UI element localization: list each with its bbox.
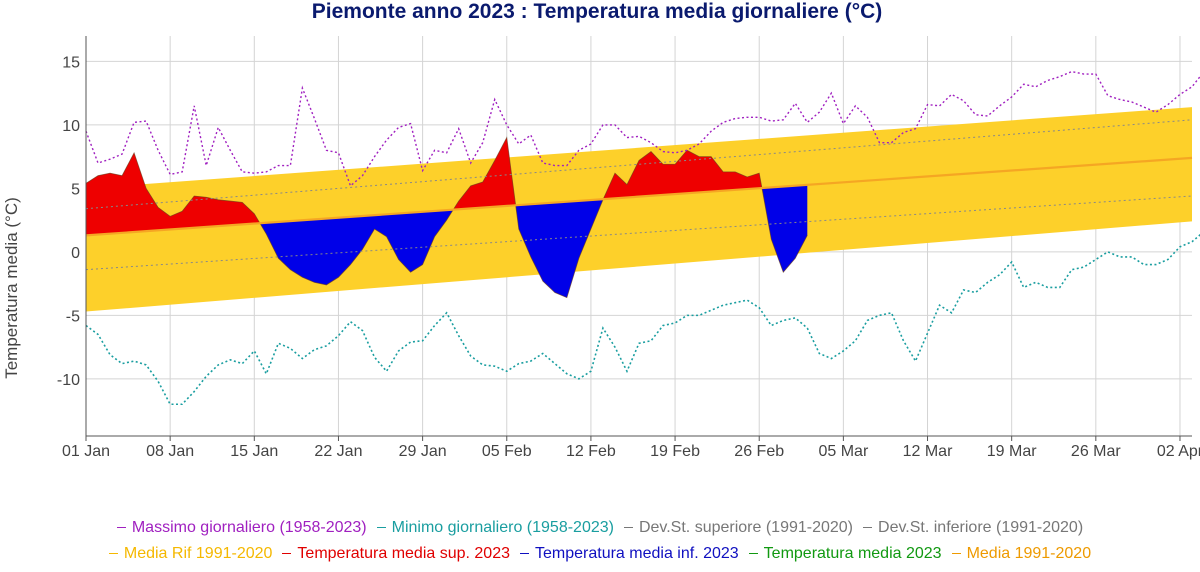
x-tick-label: 01 Jan (62, 443, 110, 460)
x-tick-label: 05 Mar (818, 443, 868, 460)
minimo-giornaliero-line (85, 233, 1200, 406)
legend-row-1: Massimo giornaliero (1958-2023) Minimo gi… (0, 519, 1200, 537)
x-tick-label: 08 Jan (146, 443, 194, 460)
legend-dash-icon (863, 527, 873, 529)
x-tick-label: 12 Mar (903, 443, 953, 460)
x-tick-label: 19 Mar (987, 443, 1037, 460)
legend-label: Dev.St. superiore (1991-2020) (638, 519, 854, 536)
y-tick-label: 5 (71, 181, 80, 198)
legend-item[interactable]: Temperatura media inf. 2023 (520, 545, 739, 563)
reference-band (86, 107, 1192, 312)
x-tick-label: 26 Feb (734, 443, 784, 460)
x-tick-label: 05 Feb (482, 443, 532, 460)
legend-label: Temperatura media inf. 2023 (535, 545, 739, 562)
axes-layer: 15 10 5 0 -5 -10 01 Jan 08 Jan 15 Jan 22 Jan 29 Ja… (57, 36, 1200, 460)
y-tick-label: 15 (62, 54, 80, 71)
x-tick-label: 12 Feb (566, 443, 616, 460)
band-layer (86, 107, 1192, 312)
legend-item[interactable]: Media 1991-2020 (951, 545, 1092, 563)
legend-dash-icon (623, 527, 633, 529)
legend-row-2: Media Rif 1991-2020 Temperatura media sup… (0, 545, 1200, 563)
x-tick-label: 26 Mar (1071, 443, 1121, 460)
legend-label: Media Rif 1991-2020 (123, 545, 273, 562)
temperatura-inf-area (761, 184, 808, 273)
temperature-fill-layer (85, 136, 808, 299)
x-tick-label: 22 Jan (314, 443, 362, 460)
legend-dash-icon (951, 553, 961, 555)
x-tick-label: 19 Feb (650, 443, 700, 460)
legend-item[interactable]: Dev.St. superiore (1991-2020) (623, 519, 854, 537)
temperatura-sup-area (453, 137, 516, 210)
y-tick-label: -5 (66, 308, 80, 325)
media-1991-2020-line (85, 156, 1193, 237)
lines-layer (85, 70, 1200, 406)
x-tick-label: 15 Jan (230, 443, 278, 460)
legend-item[interactable]: Minimo giornaliero (1958-2023) (376, 519, 614, 537)
legend-label: Temperatura media 2023 (763, 545, 942, 562)
temperatura-inf-area (515, 199, 604, 298)
legend-label: Massimo giornaliero (1958-2023) (131, 519, 367, 536)
legend-dash-icon (376, 527, 386, 529)
legend-dash-icon (748, 553, 758, 555)
legend-dash-icon (282, 553, 292, 555)
legend-label: Dev.St. inferiore (1991-2020) (878, 519, 1084, 536)
legend-item[interactable]: Temperatura media 2023 (748, 545, 942, 563)
legend-label: Minimo giornaliero (1958-2023) (391, 519, 614, 536)
legend-item[interactable]: Temperatura media sup. 2023 (282, 545, 510, 563)
legend-item[interactable]: Dev.St. inferiore (1991-2020) (863, 519, 1083, 537)
x-tick-label: 02 Apr (1157, 443, 1200, 460)
legend-dash-icon (116, 527, 126, 529)
y-tick-label: 10 (62, 118, 80, 135)
chart-title: Piemonte anno 2023 : Temperatura media g… (312, 0, 883, 23)
temperatura-sup-area (603, 150, 762, 200)
legend-item[interactable]: Massimo giornaliero (1958-2023) (116, 519, 367, 537)
legend-label: Temperatura media sup. 2023 (297, 545, 510, 562)
y-axis-label: Temperatura media (°C) (2, 197, 21, 379)
legend-label: Media 1991-2020 (966, 545, 1092, 562)
massimo-giornaliero-line (85, 70, 1200, 188)
legend-dash-icon (108, 553, 118, 555)
y-tick-label: -10 (57, 372, 80, 389)
x-tick-label: 29 Jan (399, 443, 447, 460)
temperatura-sup-area (86, 152, 260, 236)
legend-item[interactable]: Media Rif 1991-2020 (108, 545, 273, 563)
y-tick-label: 0 (71, 245, 80, 262)
legend-dash-icon (520, 553, 529, 555)
